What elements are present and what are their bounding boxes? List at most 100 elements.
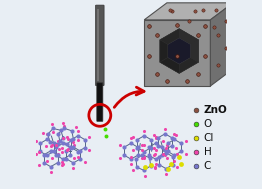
Point xyxy=(155,33,159,36)
Point xyxy=(45,154,49,157)
Point xyxy=(147,55,151,58)
Point xyxy=(170,136,174,139)
Point xyxy=(34,153,38,156)
Point xyxy=(149,164,153,167)
Point xyxy=(44,144,48,147)
Point xyxy=(194,165,198,168)
Point xyxy=(38,142,42,145)
Point xyxy=(54,143,58,146)
Point xyxy=(147,146,151,149)
Point xyxy=(166,142,170,145)
Point xyxy=(129,163,133,166)
Point xyxy=(194,122,198,125)
Point xyxy=(143,166,147,169)
Point xyxy=(122,154,126,157)
Polygon shape xyxy=(144,3,233,20)
Point xyxy=(172,159,177,162)
Point xyxy=(130,169,135,172)
Point xyxy=(184,139,188,142)
Point xyxy=(165,143,169,146)
Point xyxy=(224,46,228,49)
Point xyxy=(142,150,146,153)
Point xyxy=(142,143,146,146)
Point xyxy=(165,80,170,83)
Point xyxy=(65,136,69,139)
Polygon shape xyxy=(191,40,199,62)
Point xyxy=(193,10,197,13)
Point xyxy=(177,155,181,158)
Point xyxy=(163,132,167,135)
Point xyxy=(216,64,220,67)
Point xyxy=(66,137,70,140)
Point xyxy=(157,155,161,158)
Point xyxy=(174,134,178,137)
Point xyxy=(83,146,87,149)
Point xyxy=(131,136,135,139)
Point xyxy=(212,26,216,29)
Point xyxy=(76,155,80,158)
Point xyxy=(163,153,167,156)
Point xyxy=(48,140,52,143)
Point xyxy=(76,134,80,137)
Text: ZnO: ZnO xyxy=(204,105,227,115)
Point xyxy=(214,8,219,11)
Point xyxy=(42,153,46,156)
Point xyxy=(170,144,174,147)
Point xyxy=(56,139,60,142)
Point xyxy=(149,146,153,149)
Point xyxy=(122,146,126,149)
Point xyxy=(38,150,42,153)
Point xyxy=(154,149,158,152)
Point xyxy=(224,20,228,23)
Point xyxy=(37,164,41,167)
Point xyxy=(164,146,168,149)
Point xyxy=(60,160,64,163)
Point xyxy=(51,130,56,133)
Point xyxy=(70,129,74,132)
Point xyxy=(68,154,72,157)
Point xyxy=(140,148,144,151)
Polygon shape xyxy=(144,20,210,86)
Point xyxy=(171,155,175,158)
Point xyxy=(165,156,169,159)
Polygon shape xyxy=(210,3,233,86)
Point xyxy=(60,147,64,150)
Point xyxy=(52,142,56,145)
Point xyxy=(142,169,146,172)
Point xyxy=(104,135,108,138)
Point xyxy=(61,142,65,145)
Point xyxy=(172,133,177,136)
Point xyxy=(163,148,167,151)
Point xyxy=(172,138,177,141)
Point xyxy=(142,155,146,158)
Point xyxy=(134,158,138,161)
Point xyxy=(175,55,179,58)
Polygon shape xyxy=(160,29,179,44)
Point xyxy=(59,129,63,132)
Point xyxy=(68,146,72,149)
Point xyxy=(152,134,156,137)
Polygon shape xyxy=(179,58,199,73)
Point xyxy=(196,73,200,76)
Point xyxy=(71,140,75,143)
Point xyxy=(45,138,49,141)
Point xyxy=(61,158,65,161)
Polygon shape xyxy=(160,58,179,73)
Point xyxy=(66,147,70,150)
Text: O: O xyxy=(204,119,212,129)
Point xyxy=(48,165,53,168)
Point xyxy=(161,139,165,142)
Point xyxy=(83,160,87,163)
Point xyxy=(76,129,80,132)
Point xyxy=(61,163,65,166)
Point xyxy=(87,149,91,152)
FancyArrowPatch shape xyxy=(114,87,144,107)
Polygon shape xyxy=(160,40,168,62)
Point xyxy=(203,25,208,28)
Point xyxy=(45,159,49,162)
Point xyxy=(58,140,62,143)
Point xyxy=(54,154,58,157)
Point xyxy=(56,153,60,156)
Point xyxy=(149,138,153,141)
Point xyxy=(175,153,179,156)
